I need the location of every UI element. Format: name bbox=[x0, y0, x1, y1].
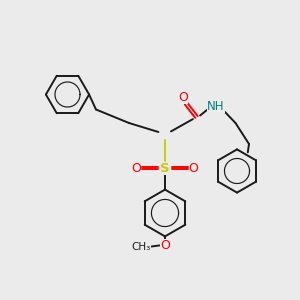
Text: O: O bbox=[189, 161, 198, 175]
Text: CH₃: CH₃ bbox=[131, 242, 151, 252]
Text: S: S bbox=[160, 161, 170, 175]
Text: O: O bbox=[160, 239, 170, 252]
Text: O: O bbox=[132, 161, 141, 175]
Text: NH: NH bbox=[207, 100, 225, 113]
Text: O: O bbox=[178, 91, 188, 104]
